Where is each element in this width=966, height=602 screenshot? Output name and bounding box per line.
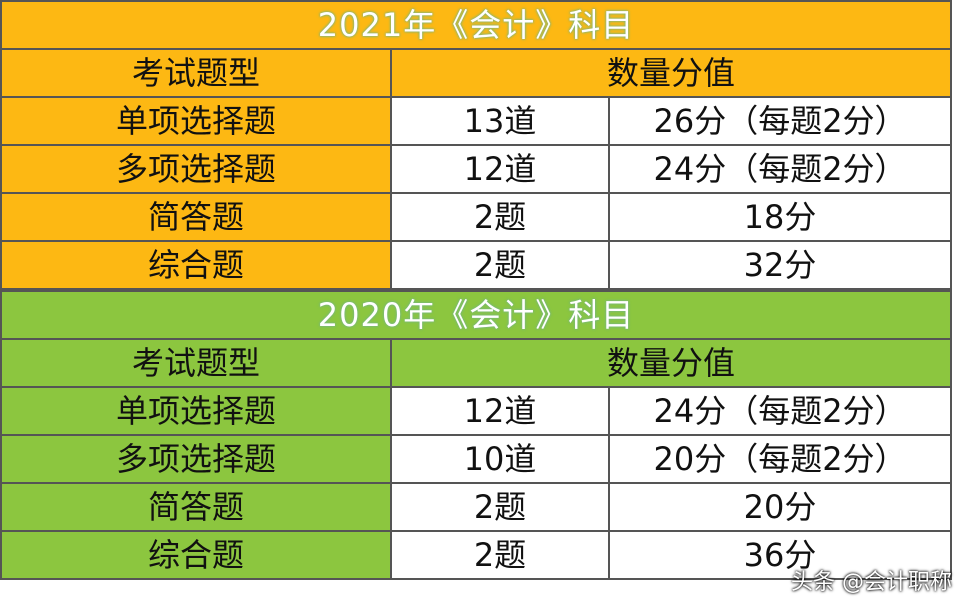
count-cell: 12道 [390, 144, 610, 194]
count-cell: 2题 [390, 240, 610, 290]
header-row: 考试题型 数量分值 [0, 338, 953, 388]
table-title: 2021年《会计》科目 [0, 0, 953, 50]
row-label: 综合题 [0, 530, 392, 580]
table-row: 简答题 2题 18分 [0, 192, 953, 242]
score-cell: 26分（每题2分） [607, 96, 953, 146]
title-row: 2021年《会计》科目 [0, 0, 953, 50]
row-label: 简答题 [0, 482, 392, 532]
score-cell: 20分 [607, 482, 953, 532]
watermark: 头条 @会计职称 [791, 570, 952, 595]
table-row: 多项选择题 12道 24分（每题2分） [0, 144, 953, 194]
table-row: 单项选择题 13道 26分（每题2分） [0, 96, 953, 146]
count-cell: 12道 [390, 386, 610, 436]
header-cell: 数量分值 [389, 338, 953, 388]
row-label: 单项选择题 [0, 96, 392, 146]
count-cell: 2题 [390, 192, 610, 242]
table-row: 综合题 2题 32分 [0, 240, 953, 290]
score-cell: 24分（每题2分） [607, 386, 953, 436]
score-cell: 18分 [607, 192, 953, 242]
header-cell: 数量分值 [389, 48, 953, 98]
row-label: 单项选择题 [0, 386, 392, 436]
score-table: 2021年《会计》科目 考试题型 数量分值 单项选择题 13道 26分（每题2分） 多项选择… [0, 0, 953, 290]
tables: 2021年《会计》科目 考试题型 数量分值 单项选择题 13道 26分（每题2分） 多项选择… [0, 0, 953, 580]
count-cell: 13道 [390, 96, 610, 146]
table-row: 简答题 2题 20分 [0, 482, 953, 532]
header-cell: 考试题型 [0, 338, 392, 388]
table-title: 2020年《会计》科目 [0, 290, 953, 340]
table-row: 多项选择题 10道 20分（每题2分） [0, 434, 953, 484]
count-cell: 2题 [390, 482, 610, 532]
row-label: 综合题 [0, 240, 392, 290]
table-row: 单项选择题 12道 24分（每题2分） [0, 386, 953, 436]
header-row: 考试题型 数量分值 [0, 48, 953, 98]
count-cell: 10道 [390, 434, 610, 484]
row-label: 简答题 [0, 192, 392, 242]
score-table: 2020年《会计》科目 考试题型 数量分值 单项选择题 12道 24分（每题2分） 多项选择… [0, 290, 953, 580]
count-cell: 2题 [390, 530, 610, 580]
table-row: 综合题 2题 36分 [0, 530, 953, 580]
score-cell: 32分 [607, 240, 953, 290]
row-label: 多项选择题 [0, 144, 392, 194]
score-cell: 20分（每题2分） [607, 434, 953, 484]
score-cell: 24分（每题2分） [607, 144, 953, 194]
score-cell: 36分 [607, 530, 953, 580]
header-cell: 考试题型 [0, 48, 392, 98]
row-label: 多项选择题 [0, 434, 392, 484]
title-row: 2020年《会计》科目 [0, 290, 953, 340]
